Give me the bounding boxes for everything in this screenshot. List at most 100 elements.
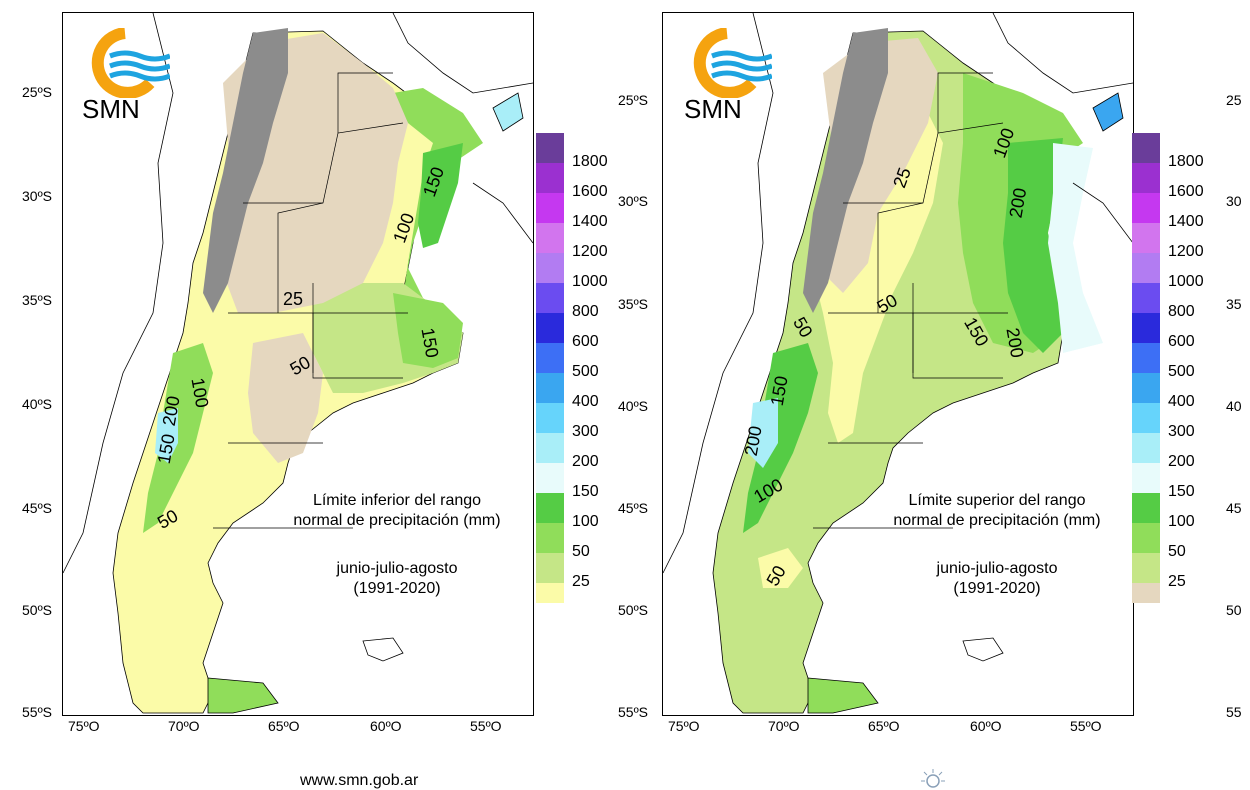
- lat-label: 30ºS: [618, 193, 649, 209]
- lon-label: 70ºO: [168, 718, 200, 734]
- region-cyan-sw: [748, 398, 778, 468]
- contour-label: 25: [283, 289, 303, 309]
- legend-swatch: [536, 343, 564, 373]
- caption-period-line2: (1991-2020): [353, 580, 441, 597]
- legend-swatch: [1132, 163, 1160, 193]
- legend-label: 1000: [572, 273, 608, 290]
- legend-swatch: [536, 133, 564, 163]
- caption-title-line2: normal de precipitación (mm): [893, 512, 1101, 529]
- tierra-del-fuego: [807, 677, 879, 714]
- lon-label: 65ºO: [868, 718, 900, 734]
- region-misiones: [492, 92, 524, 132]
- legend-swatch: [536, 223, 564, 253]
- legend-label: 1600: [1168, 183, 1204, 200]
- lat-label: 40ºS: [618, 398, 649, 414]
- legend-label: 600: [1168, 333, 1195, 350]
- lat-label-cut: 35: [1226, 296, 1242, 312]
- region-misiones: [1092, 92, 1124, 132]
- region-cyan-east: [1048, 143, 1103, 353]
- legend-label: 300: [572, 423, 599, 440]
- legend-label: 300: [1168, 423, 1195, 440]
- region-grey-andes: [203, 28, 288, 313]
- legend-label: 1400: [572, 213, 608, 230]
- lat-label: 25ºS: [22, 84, 53, 100]
- sun-emblem-icon: [920, 768, 946, 788]
- lat-label: 55ºS: [22, 704, 53, 720]
- legend-swatch: [1132, 583, 1160, 603]
- legend-label: 25: [1168, 573, 1186, 590]
- legend-label: 100: [572, 513, 599, 530]
- lon-label: 65ºO: [268, 718, 300, 734]
- legend-label: 1800: [572, 153, 608, 170]
- smn-logo-text: SMN: [82, 94, 140, 124]
- lon-label: 55ºO: [1070, 718, 1102, 734]
- legend-label: 200: [572, 453, 599, 470]
- legend-swatch: [536, 493, 564, 523]
- legend-swatch: [1132, 313, 1160, 343]
- legend-label: 1800: [1168, 153, 1204, 170]
- legend-label: 50: [1168, 543, 1186, 560]
- legend-label: 400: [1168, 393, 1195, 410]
- lon-label: 55ºO: [470, 718, 502, 734]
- malvinas-islands: [362, 637, 404, 662]
- lat-label: 55ºS: [618, 704, 649, 720]
- right-edge-labels: 25 30 35 40 45 50 55: [1226, 0, 1250, 740]
- legend-swatch: [536, 523, 564, 553]
- tierra-del-fuego: [207, 677, 279, 714]
- region-cyan-sw: [155, 408, 178, 463]
- smn-logo: SMN: [682, 27, 773, 128]
- legend-swatch: [536, 163, 564, 193]
- legend-swatch: [1132, 493, 1160, 523]
- legend-swatch: [1132, 193, 1160, 223]
- map-caption: Límite inferior del rango normal de prec…: [263, 491, 531, 599]
- caption-title-line2: normal de precipitación (mm): [293, 512, 501, 529]
- legend-swatch: [1132, 553, 1160, 583]
- lon-label: 60ºO: [370, 718, 402, 734]
- lon-label: 75ºO: [68, 718, 100, 734]
- website-link[interactable]: www.smn.gob.ar: [300, 772, 419, 789]
- legend-swatch: [536, 283, 564, 313]
- country-borders: [62, 12, 534, 574]
- lat-label: 25ºS: [618, 92, 649, 108]
- legend-label: 600: [572, 333, 599, 350]
- lat-label-cut: 55: [1226, 704, 1242, 720]
- smn-logo-icon: [693, 27, 773, 99]
- caption-title-line1: Límite superior del rango: [908, 492, 1086, 509]
- legend-swatch: [536, 433, 564, 463]
- lat-label: 35ºS: [618, 296, 649, 312]
- legend-label: 1000: [1168, 273, 1204, 290]
- legend-swatch: [1132, 433, 1160, 463]
- legend-label: 1200: [1168, 243, 1204, 260]
- region-darkgreen-ne: [418, 143, 463, 248]
- province-borders: [213, 72, 408, 529]
- color-legend: 1800 1600 1400 1200 1000 800 600 500 400…: [1132, 133, 1204, 603]
- lat-label-cut: 50: [1226, 602, 1242, 618]
- region-darkgreen-ne: [1003, 138, 1063, 353]
- caption-period-line1: junio-julio-agosto: [936, 560, 1058, 577]
- legend-swatch: [536, 463, 564, 493]
- lon-label: 70ºO: [768, 718, 800, 734]
- lat-label: 40ºS: [22, 396, 53, 412]
- legend-label: 50: [572, 543, 590, 560]
- lat-label-cut: 30: [1226, 193, 1242, 209]
- legend-label: 400: [572, 393, 599, 410]
- region-green-east: [393, 293, 463, 368]
- precipitation-map: 150 100 25 150 50 100 200 150 50: [62, 12, 534, 714]
- legend-swatch: [1132, 253, 1160, 283]
- legend-label: 800: [1168, 303, 1195, 320]
- legend-label: 100: [1168, 513, 1195, 530]
- region-yellow-south: [758, 548, 803, 588]
- legend-label: 500: [1168, 363, 1195, 380]
- legend-label: 800: [572, 303, 599, 320]
- legend-label: 500: [572, 363, 599, 380]
- region-grey-andes: [803, 28, 888, 313]
- lat-label: 50ºS: [618, 602, 649, 618]
- legend-label: 1600: [572, 183, 608, 200]
- precipitation-map: 100 25 200 50 50 150 200 150 200 100 50: [662, 12, 1134, 714]
- lon-label: 60ºO: [970, 718, 1002, 734]
- lat-label: 30ºS: [22, 188, 53, 204]
- lat-label-cut: 25: [1226, 92, 1242, 108]
- map-panel-lower-limit: 150 100 25 150 50 100 200 150 50 Límite …: [0, 0, 608, 740]
- region-beige-central: [248, 333, 323, 463]
- legend-swatch: [536, 193, 564, 223]
